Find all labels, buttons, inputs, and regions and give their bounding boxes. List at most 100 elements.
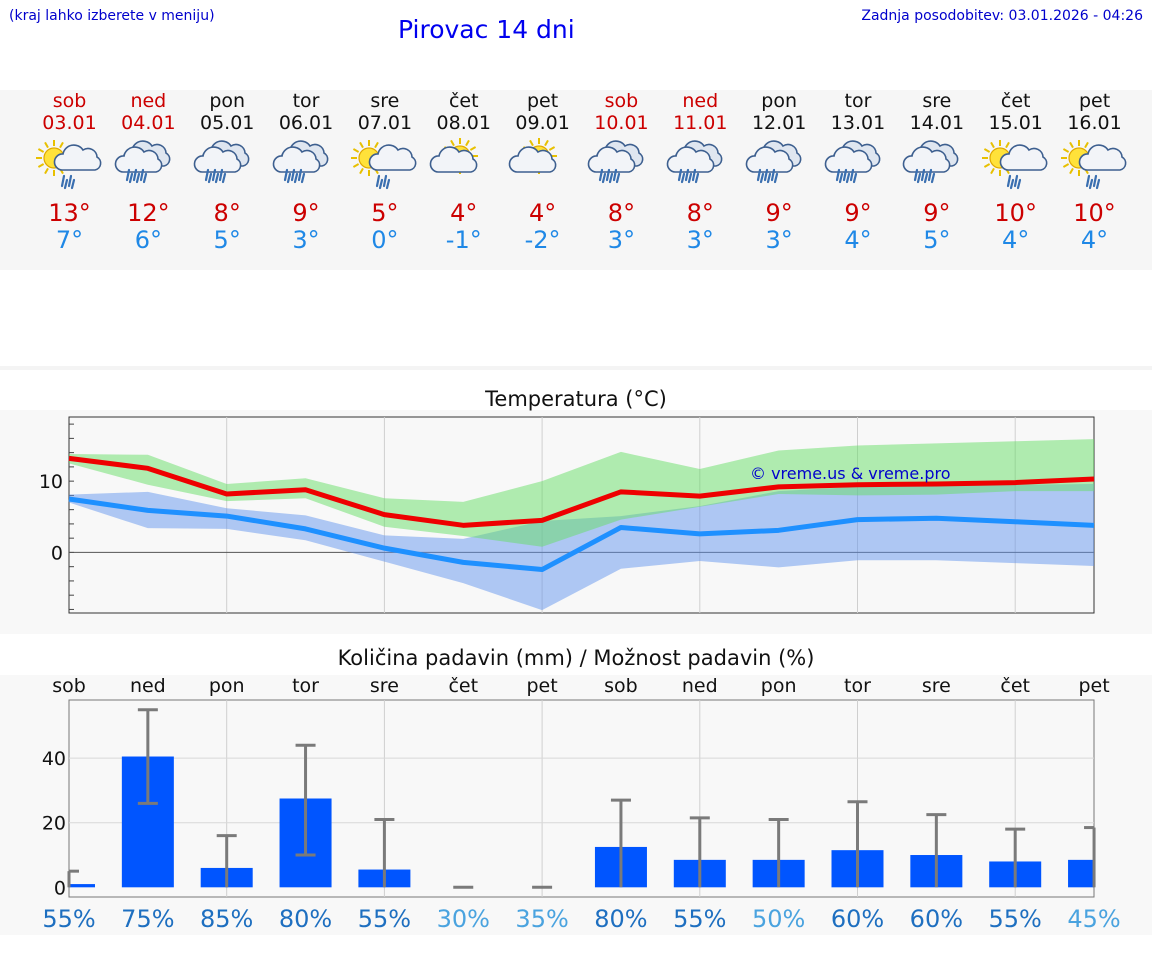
temp-max: 8° (213, 199, 241, 227)
day-name: pon (761, 90, 797, 112)
temp-min: 5° (923, 226, 951, 254)
precip-probability: 75% (121, 905, 174, 933)
location-menu-hint: (kraj lahko izberete v meniju) (9, 8, 215, 24)
precip-error-bar (689, 816, 710, 888)
cloud-rain-icon (745, 140, 801, 184)
watermark: © vreme.us & vreme.pro (750, 464, 951, 483)
max-temp-range-band (69, 439, 1094, 547)
max-temp-line (68, 455, 1095, 528)
cloud-rain-icon (193, 140, 250, 184)
day-column: sre 14.01 9° 5° (897, 90, 976, 270)
precip-error-bar (768, 817, 789, 888)
precip-error-bar (216, 834, 237, 888)
day-column: sob 10.01 8° 3° (582, 90, 661, 270)
y-tick-label: 10 (39, 471, 63, 493)
day-name: sob (604, 90, 639, 112)
sun-cloud-rain-icon (982, 140, 1048, 190)
precip-error-bar (295, 743, 316, 857)
day-name: sob (52, 90, 87, 112)
precip-probability: 45% (1067, 905, 1120, 933)
temperature-chart: 0 10 © vreme.us & vreme.pro (39, 416, 1095, 614)
last-updated: Zadnja posodobitev: 03.01.2026 - 04:26 (861, 8, 1143, 24)
x-tick-label: pet (1078, 675, 1109, 697)
y-tick-label: 0 (54, 877, 66, 899)
x-tick-label: sre (370, 675, 399, 697)
sun-cloud-icon (508, 138, 558, 174)
temp-max: 9° (292, 199, 320, 227)
temp-min: -2° (524, 226, 561, 254)
temp-min: 6° (134, 226, 162, 254)
temp-min: 3° (292, 226, 320, 254)
x-tick-label: sre (922, 675, 951, 697)
precip-probability: 55% (42, 905, 95, 933)
temp-min: 0° (371, 226, 399, 254)
sun-cloud-icon (429, 138, 479, 174)
temp-min: 3° (686, 226, 714, 254)
temp-min: 3° (765, 226, 793, 254)
temp-min: 3° (607, 226, 636, 254)
precip-probability: 55% (673, 905, 726, 933)
precip-probability: 60% (831, 905, 884, 933)
precip-error-bar (1005, 827, 1026, 888)
day-column: pet 09.01 4° -2° (503, 90, 582, 270)
day-column: sre 07.01 5° 0° (345, 90, 424, 270)
y-tick-label: 0 (51, 542, 63, 564)
temp-min: 4° (1002, 226, 1030, 254)
day-date: 05.01 (199, 112, 255, 134)
cloud-rain-icon (272, 140, 328, 184)
temp-max: 9° (844, 199, 872, 227)
day-name: tor (844, 90, 872, 112)
day-name: pon (209, 90, 246, 112)
min-temp-line (68, 496, 1095, 573)
day-column: pon 05.01 8° 5° (188, 90, 267, 270)
day-name: pet (526, 90, 559, 112)
x-tick-label: pon (209, 675, 245, 697)
x-tick-label: ned (682, 675, 718, 697)
day-column: sob 03.01 13° 7° (30, 90, 109, 270)
temp-max: 5° (371, 199, 399, 227)
temp-max: 9° (765, 199, 793, 227)
day-date: 12.01 (751, 112, 807, 134)
day-date: 03.01 (42, 112, 97, 134)
day-date: 14.01 (909, 112, 965, 134)
precip-probability: 50% (752, 905, 805, 933)
x-tick-label: pet (526, 675, 557, 697)
day-name: ned (682, 90, 719, 112)
precip-error-bar (610, 798, 631, 888)
day-column: tor 13.01 9° 4° (819, 90, 898, 270)
cloud-rain-icon (587, 140, 644, 184)
precip-error-bar (926, 813, 947, 888)
day-column: čet 08.01 4° -1° (424, 90, 503, 270)
temp-max: 4° (450, 199, 478, 227)
precip-probability: 80% (279, 905, 332, 933)
day-date: 10.01 (594, 112, 649, 134)
precip-probability: 55% (989, 905, 1042, 933)
temp-min: -1° (445, 226, 482, 254)
cloud-rain-icon (824, 140, 880, 184)
temp-max: 8° (607, 199, 636, 227)
day-name: čet (448, 90, 479, 112)
page-title: Pirovac 14 dni (398, 15, 575, 44)
day-column: ned 04.01 12° 6° (109, 90, 188, 270)
day-date: 13.01 (830, 112, 886, 134)
precip-probability: 55% (358, 905, 411, 933)
divider (0, 366, 1152, 370)
cloud-rain-icon (666, 140, 723, 184)
precip-probability: 85% (200, 905, 253, 933)
day-date: 06.01 (278, 112, 334, 134)
day-date: 16.01 (1067, 112, 1122, 134)
x-tick-label: ned (130, 675, 166, 697)
temp-min: 5° (213, 226, 241, 254)
sun-cloud-rain-icon (351, 140, 417, 190)
temp-max: 10° (994, 199, 1037, 227)
day-column: čet 15.01 10° 4° (976, 90, 1055, 270)
x-tick-label: čet (448, 675, 478, 697)
y-tick-label: 20 (42, 813, 66, 835)
temp-max: 8° (686, 199, 714, 227)
temperature-chart-title: Temperatura (°C) (485, 387, 667, 411)
temp-max: 12° (127, 199, 170, 227)
temp-max: 10° (1073, 199, 1116, 227)
temp-min: 7° (55, 226, 84, 254)
x-tick-label: pon (761, 675, 797, 697)
precip-error-bar (67, 869, 79, 888)
